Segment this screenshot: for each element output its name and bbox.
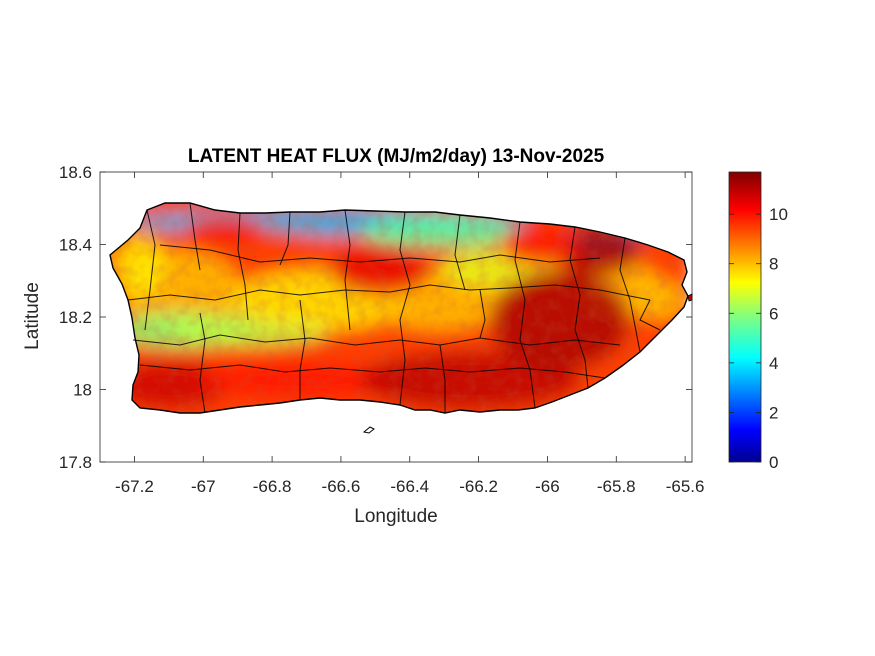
boundary-line-6 <box>454 214 466 291</box>
boundary-line-8 <box>569 226 589 389</box>
boundary-line-7 <box>514 221 536 409</box>
boundary-line-16 <box>439 344 446 413</box>
boundary-line-10 <box>127 284 651 301</box>
chart-title: LATENT HEAT FLUX (MJ/m2/day) 13-Nov-2025 <box>188 146 605 167</box>
colorbar-tick-label: 10 <box>769 205 788 224</box>
boundary-line-4 <box>344 209 351 331</box>
x-tick-label: -66 <box>535 477 560 496</box>
y-tick-label: 18.4 <box>59 236 92 255</box>
boundary-line-9 <box>619 237 641 353</box>
boundary-line-5 <box>399 211 411 406</box>
colorbar-tick-label: 2 <box>769 403 778 422</box>
y-axis-label: Latitude <box>22 282 43 350</box>
x-axis: -67.2 -67 -66.8 -66.6 -66.4 -66.2 -66 -65.8 -65.… <box>115 172 704 496</box>
boundary-line-14 <box>199 312 206 414</box>
boundary-line-13 <box>159 244 601 263</box>
boundary-line-0 <box>144 209 156 331</box>
boundary-line-1 <box>189 202 201 271</box>
boundary-line-2 <box>237 212 249 321</box>
boundary-line-3 <box>279 211 291 266</box>
y-tick-label: 18.2 <box>59 308 92 327</box>
x-tick-label: -67 <box>191 477 216 496</box>
y-tick-label: 18 <box>73 381 92 400</box>
x-tick-label: -67.2 <box>115 477 154 496</box>
boundary-line-17 <box>479 289 486 339</box>
vieques-fragment <box>687 293 693 302</box>
y-axis: 17.8 18 18.2 18.4 18.6 <box>59 163 692 472</box>
colorbar-ticks: 0 2 4 6 8 10 <box>729 205 788 472</box>
x-tick-label: -66.4 <box>390 477 429 496</box>
x-tick-label: -66.2 <box>459 477 498 496</box>
municipality-boundaries <box>127 202 661 414</box>
colorbar-tick-label: 6 <box>769 304 778 323</box>
y-tick-label: 18.6 <box>59 163 92 182</box>
colorbar-tick-label: 8 <box>769 255 778 274</box>
x-tick-label: -66.8 <box>253 477 292 496</box>
colorbar-tick-label: 0 <box>769 453 778 472</box>
x-tick-label: -65.8 <box>597 477 636 496</box>
x-tick-label: -65.6 <box>666 477 705 496</box>
boundary-line-12 <box>139 364 606 379</box>
boundary-line-15 <box>299 299 306 400</box>
boundary-line-18 <box>639 299 661 331</box>
x-tick-label: -66.6 <box>322 477 361 496</box>
caja-de-muertos-island <box>362 426 375 434</box>
y-tick-label: 17.8 <box>59 453 92 472</box>
boundary-line-11 <box>132 334 621 346</box>
x-axis-label: Longitude <box>354 506 437 527</box>
colorbar-tick-label: 4 <box>769 354 778 373</box>
colorbar <box>728 171 762 463</box>
